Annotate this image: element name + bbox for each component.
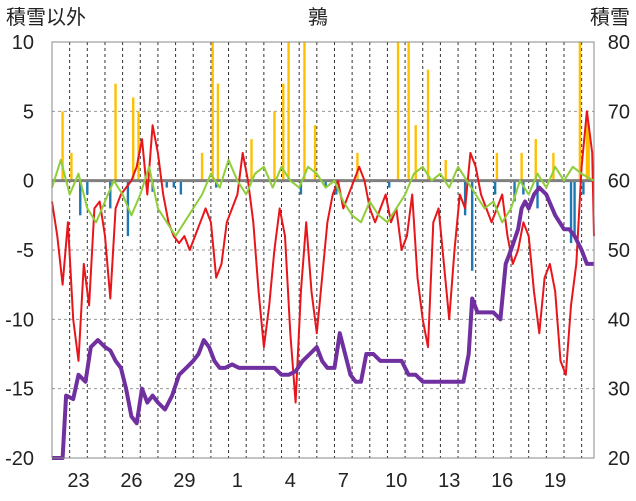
bar bbox=[61, 111, 64, 181]
bar bbox=[536, 180, 539, 209]
left-axis-label: 積雪以外 bbox=[6, 6, 86, 29]
bar bbox=[214, 180, 218, 188]
bar bbox=[79, 180, 82, 216]
right-tick-label: 80 bbox=[608, 32, 630, 54]
bar bbox=[587, 125, 590, 181]
bar bbox=[303, 42, 306, 181]
bar bbox=[324, 180, 327, 188]
bar bbox=[250, 139, 253, 181]
right-tick-label: 40 bbox=[608, 309, 630, 331]
right-tick-label: 30 bbox=[608, 379, 630, 401]
x-tick-label: 26 bbox=[120, 470, 142, 492]
bar bbox=[495, 152, 499, 181]
bar bbox=[211, 42, 214, 181]
right-tick-label: 50 bbox=[608, 240, 630, 262]
bar bbox=[282, 83, 285, 181]
bar bbox=[216, 83, 220, 181]
bar bbox=[114, 83, 117, 181]
left-tick-label: 10 bbox=[12, 32, 34, 54]
bar bbox=[414, 125, 417, 181]
bar bbox=[200, 152, 204, 181]
left-tick-label: -20 bbox=[5, 448, 34, 470]
bar bbox=[585, 111, 589, 181]
bar bbox=[287, 42, 290, 181]
right-tick-label: 20 bbox=[608, 448, 630, 470]
bar bbox=[172, 180, 176, 188]
x-tick-label: 29 bbox=[173, 470, 195, 492]
right-tick-label: 70 bbox=[608, 101, 630, 123]
bar bbox=[132, 97, 135, 181]
left-tick-label: 5 bbox=[23, 101, 34, 123]
series-line bbox=[51, 110, 595, 404]
right-axis-label: 積雪 bbox=[590, 6, 630, 29]
bar bbox=[407, 42, 410, 181]
x-tick-label: 7 bbox=[338, 470, 349, 492]
bar bbox=[86, 180, 89, 195]
x-tick-label: 23 bbox=[67, 470, 89, 492]
x-tick-label: 16 bbox=[491, 470, 513, 492]
line-series bbox=[51, 110, 595, 460]
bar bbox=[165, 180, 168, 188]
snow-depth-line bbox=[52, 185, 594, 460]
x-tick-label: 13 bbox=[438, 470, 460, 492]
left-tick-label: -5 bbox=[16, 240, 34, 262]
bar bbox=[573, 180, 576, 237]
bar bbox=[426, 69, 430, 181]
bar bbox=[396, 42, 400, 181]
bar bbox=[109, 180, 112, 209]
bar bbox=[444, 159, 447, 181]
bar bbox=[582, 180, 585, 195]
x-tick-label: 1 bbox=[232, 470, 243, 492]
bar bbox=[493, 180, 497, 195]
bar bbox=[552, 152, 555, 181]
chart-title: 鶉 bbox=[308, 6, 328, 29]
bar bbox=[356, 152, 359, 181]
bar bbox=[388, 180, 391, 188]
bar bbox=[313, 125, 317, 181]
left-tick-label: -10 bbox=[5, 309, 34, 331]
bar bbox=[569, 180, 573, 244]
x-tick-label: 4 bbox=[285, 470, 296, 492]
bar bbox=[470, 180, 474, 271]
bar bbox=[137, 111, 140, 181]
left-tick-label: 0 bbox=[23, 171, 34, 193]
x-tick-label: 10 bbox=[385, 470, 407, 492]
plot-frame bbox=[51, 41, 595, 459]
series-line bbox=[51, 158, 595, 238]
left-tick-label: -15 bbox=[5, 379, 34, 401]
bar bbox=[273, 111, 276, 181]
bar bbox=[578, 42, 582, 181]
right-tick-label: 60 bbox=[608, 171, 630, 193]
bar bbox=[513, 180, 516, 202]
bar bbox=[179, 180, 183, 195]
bar bbox=[520, 152, 523, 181]
bar bbox=[534, 139, 537, 181]
bar bbox=[299, 180, 303, 195]
x-tick-label: 19 bbox=[544, 470, 566, 492]
bar bbox=[70, 152, 73, 181]
